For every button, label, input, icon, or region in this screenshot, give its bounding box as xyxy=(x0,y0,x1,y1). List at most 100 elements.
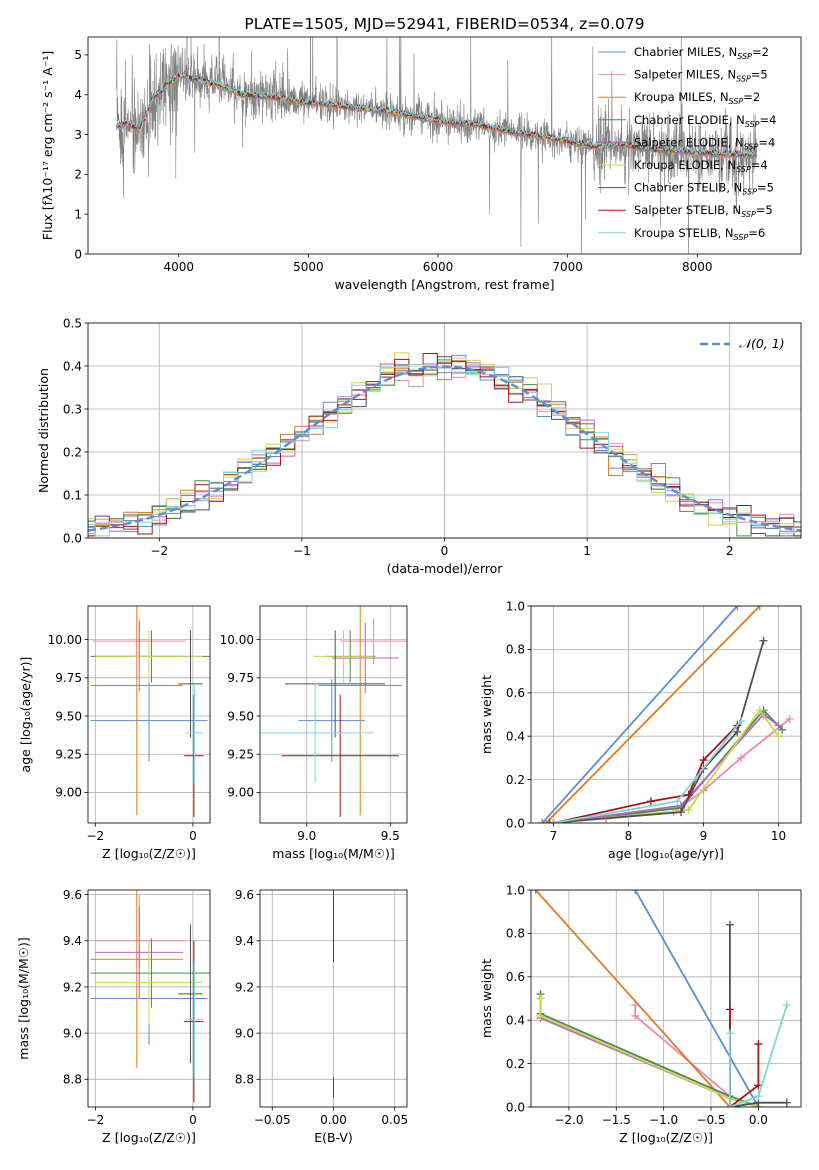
legend-entry: Chabrier ELODIE, NSSP=4 xyxy=(634,113,776,129)
axes-frame xyxy=(530,889,802,1108)
errorbar-point-3 xyxy=(90,606,184,816)
errorbar-point-6 xyxy=(95,630,203,683)
legend-entry: Chabrier MILES, NSSP=2 xyxy=(634,45,769,61)
y-tick-label: 9.2 xyxy=(63,980,82,994)
y-tick-label: 9.75 xyxy=(55,671,82,685)
errorbar-point-9 xyxy=(185,961,204,1077)
x-tick-label: −1 xyxy=(293,544,311,558)
weight-marker xyxy=(737,753,745,762)
x-axis-label: Z [log₁₀(Z/Z☉)] xyxy=(102,846,196,861)
frame: −0.05 0.00 0.05 8.8 9.0 9.2 9.4 9.6 E(B-V) xyxy=(235,888,408,1145)
weight-line-6 xyxy=(539,998,759,1107)
x-tick-label: −2 xyxy=(150,544,168,558)
weight-marker xyxy=(725,1103,734,1107)
errorbar-point-5 xyxy=(95,906,184,999)
errorbar-point-3 xyxy=(318,606,402,816)
errorbar-point-8 xyxy=(281,694,399,817)
axes-weight_vs_age: 7 8 9 10 0.0 0.2 0.4 0.6 0.8 1.0 age [log₁₀(age/yr… xyxy=(479,599,802,861)
frame: −2.0 −1.5 −1.0 −0.5 0.0 0.0 0.2 0.4 0.6 0.8 1.0 Z [… xyxy=(479,883,802,1145)
axes-frame xyxy=(259,605,408,824)
frame: 9.0 9.5 9.00 9.25 9.50 9.75 10.00 mass [log₁₀(M… xyxy=(220,605,408,861)
y-tick-label: 9.2 xyxy=(235,980,254,994)
frame: −2 −1 0 1 2 0.0 0.1 0.2 0.3 0.4 0.5 (data-model)/er… xyxy=(36,316,802,576)
y-tick-label: 9.25 xyxy=(227,748,254,762)
plot-data xyxy=(116,37,758,254)
plot-data xyxy=(260,606,407,817)
axes-frame xyxy=(87,605,211,824)
x-axis-label: age [log₁₀(age/yr)] xyxy=(608,846,724,861)
y-tick-label: 1.0 xyxy=(506,599,525,613)
errorbar-point-6 xyxy=(313,630,374,683)
legend-entry: Salpeter ELODIE, NSSP=4 xyxy=(634,135,775,151)
x-tick-label: −2.0 xyxy=(554,1113,583,1127)
weight-marker xyxy=(684,790,693,799)
weight-marker xyxy=(778,725,787,734)
y-tick-label: 0.0 xyxy=(63,531,82,545)
residual-histogram-7 xyxy=(88,356,801,537)
x-axis-label: Z [log₁₀(Z/Z☉)] xyxy=(619,1130,713,1145)
legend-entry: Kroupa MILES, NSSP=2 xyxy=(634,90,760,106)
x-tick-label: 8 xyxy=(625,829,633,843)
y-tick-label: 0.0 xyxy=(506,1100,525,1114)
weight-line-1 xyxy=(541,606,738,823)
weight-line-5 xyxy=(553,713,780,823)
y-tick-label: 0.2 xyxy=(506,1057,525,1071)
weight-marker xyxy=(782,1098,791,1107)
weight-marker xyxy=(785,714,794,723)
axes-weight_vs_Z: −2.0 −1.5 −1.0 −0.5 0.0 0.0 0.2 0.4 0.6 0.8 1.0 Z [… xyxy=(479,883,802,1145)
frame: −2 0 8.8 9.0 9.2 9.4 9.6 Z [log₁₀(Z/Z☉)] mass [l… xyxy=(16,888,211,1145)
y-tick-label: 0.4 xyxy=(506,1014,525,1028)
x-tick-label: 0 xyxy=(189,829,197,843)
model-spectrum-6 xyxy=(116,72,758,158)
weight-marker xyxy=(542,819,550,823)
weight-line-9 xyxy=(729,1004,788,1107)
y-tick-label: 2 xyxy=(74,168,82,182)
x-tick-label: −1.0 xyxy=(649,1113,678,1127)
y-tick-label: 0.0 xyxy=(506,816,525,830)
x-tick-label: 8000 xyxy=(682,260,713,274)
axes-mass_vs_Z: −2 0 8.8 9.0 9.2 9.4 9.6 Z [log₁₀(Z/Z☉)] mass [l… xyxy=(16,888,211,1145)
y-tick-label: 1.0 xyxy=(506,883,525,897)
grid xyxy=(260,606,407,823)
residual-histogram-5 xyxy=(88,362,801,537)
y-tick-label: 0.3 xyxy=(63,402,82,416)
x-tick-label: 2 xyxy=(726,544,734,558)
x-tick-label: 9 xyxy=(700,829,708,843)
x-tick-label: 1 xyxy=(583,544,591,558)
y-tick-label: 8.8 xyxy=(235,1073,254,1087)
y-tick-label: 3 xyxy=(74,128,82,142)
y-tick-label: 10.00 xyxy=(48,633,82,647)
legend-entry: Salpeter MILES, NSSP=5 xyxy=(634,68,768,84)
plot-background xyxy=(531,890,801,1107)
axes-frame xyxy=(87,889,211,1108)
x-axis-label: Z [log₁₀(Z/Z☉)] xyxy=(102,1130,196,1145)
weight-marker xyxy=(782,1001,791,1010)
y-tick-label: 0.2 xyxy=(63,445,82,459)
weight-marker xyxy=(725,1029,734,1038)
weight-marker xyxy=(725,920,734,929)
x-axis-label: (data-model)/error xyxy=(387,561,504,576)
y-tick-label: 9.00 xyxy=(227,786,254,800)
x-tick-label: −2 xyxy=(86,829,104,843)
weight-marker xyxy=(538,819,547,823)
weight-marker xyxy=(684,805,693,814)
x-tick-label: 4000 xyxy=(163,260,194,274)
x-tick-label: 7 xyxy=(550,829,558,843)
plot-data xyxy=(90,890,210,1103)
y-tick-label: 0.4 xyxy=(63,359,82,373)
residual-histogram-6 xyxy=(88,352,801,528)
x-tick-label: −2 xyxy=(86,1113,104,1127)
y-tick-label: 0.6 xyxy=(506,970,525,984)
plot-data xyxy=(531,890,791,1107)
y-tick-label: 0.5 xyxy=(63,316,82,330)
weight-marker xyxy=(536,994,545,1003)
weight-marker xyxy=(755,706,764,715)
y-tick-label: 0.1 xyxy=(63,488,82,502)
weight-marker xyxy=(531,890,540,894)
x-tick-label: 0.0 xyxy=(749,1113,768,1127)
y-tick-label: 0 xyxy=(74,247,82,261)
y-tick-label: 0.4 xyxy=(506,730,525,744)
y-tick-label: 0.6 xyxy=(506,686,525,700)
weight-marker xyxy=(737,717,745,726)
